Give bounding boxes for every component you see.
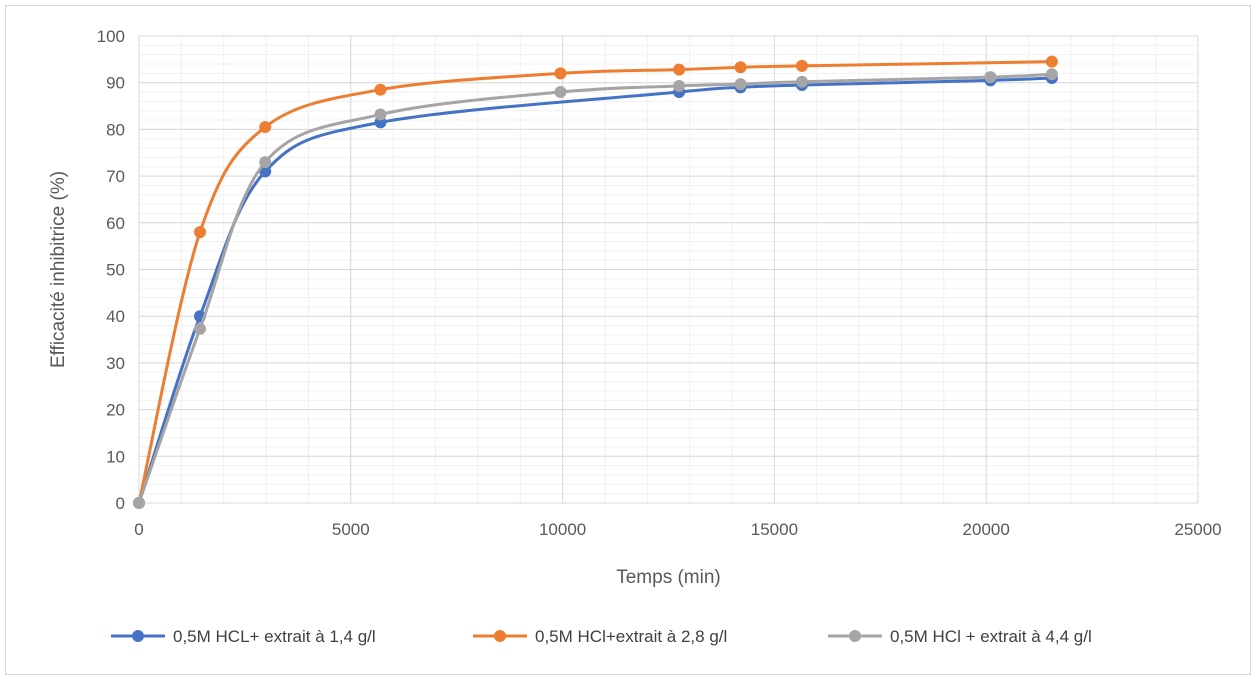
data-point xyxy=(193,226,206,239)
data-point xyxy=(673,79,686,92)
series-3 xyxy=(133,68,1058,509)
data-point xyxy=(259,165,272,178)
x-tick-labels: 0 5000 10000 15000 20000 25000 xyxy=(134,520,1221,539)
x-axis-title: Temps (min) xyxy=(616,567,721,588)
data-point xyxy=(193,322,206,335)
data-point xyxy=(734,78,747,91)
data-point xyxy=(984,71,997,84)
y-tick-label: 60 xyxy=(106,214,125,233)
y-tick-label: 80 xyxy=(106,120,125,139)
y-axis-title: Efficacité inhibitrice (%) xyxy=(48,171,69,368)
x-tick-label: 25000 xyxy=(1174,520,1221,539)
series-line xyxy=(137,76,1052,504)
x-tick-label: 15000 xyxy=(751,520,798,539)
legend-swatch-marker xyxy=(494,630,506,642)
x-tick-label: 10000 xyxy=(539,520,586,539)
data-point xyxy=(133,497,145,509)
data-point xyxy=(795,59,808,72)
y-tick-label: 40 xyxy=(106,307,125,326)
series-1 xyxy=(133,72,1058,509)
y-tick-label: 10 xyxy=(106,447,125,466)
data-point xyxy=(554,67,567,80)
data-point xyxy=(259,121,272,134)
data-point xyxy=(1045,68,1058,81)
line-chart: 0 10 20 30 40 50 60 70 80 90 100 0 5000 10000 15000 20… xyxy=(48,27,1222,646)
legend-item: 0,5M HCL+ extrait à 1,4 g/l xyxy=(111,627,376,646)
legend-label: 0,5M HCL+ extrait à 1,4 g/l xyxy=(173,627,376,646)
y-tick-label: 20 xyxy=(106,401,125,420)
y-tick-label: 100 xyxy=(97,27,125,46)
y-tick-label: 90 xyxy=(106,74,125,93)
y-tick-label: 70 xyxy=(106,167,125,186)
data-point xyxy=(795,75,808,88)
x-tick-label: 5000 xyxy=(332,520,370,539)
legend-swatch-marker xyxy=(849,630,861,642)
legend: 0,5M HCL+ extrait à 1,4 g/l 0,5M HCl+extr… xyxy=(111,627,1092,646)
data-point xyxy=(374,83,387,96)
legend-label: 0,5M HCl+extrait à 2,8 g/l xyxy=(535,627,727,646)
legend-item: 0,5M HCl + extrait à 4,4 g/l xyxy=(828,627,1092,646)
data-point xyxy=(734,61,747,74)
data-point xyxy=(554,86,567,99)
legend-label: 0,5M HCl + extrait à 4,4 g/l xyxy=(890,627,1092,646)
data-point xyxy=(673,63,686,76)
series-2 xyxy=(133,55,1058,509)
data-point xyxy=(259,156,272,169)
y-tick-label: 30 xyxy=(106,354,125,373)
y-tick-label: 0 xyxy=(116,494,125,513)
legend-swatch-marker xyxy=(132,630,144,642)
major-grid xyxy=(138,35,1199,504)
y-tick-label: 50 xyxy=(106,261,125,280)
legend-item: 0,5M HCl+extrait à 2,8 g/l xyxy=(473,627,727,646)
x-tick-label: 20000 xyxy=(963,520,1010,539)
chart-frame: 0 10 20 30 40 50 60 70 80 90 100 0 5000 10000 15000 20… xyxy=(5,5,1251,675)
y-tick-labels: 0 10 20 30 40 50 60 70 80 90 100 xyxy=(97,27,125,513)
x-tick-label: 0 xyxy=(134,520,143,539)
series-layer xyxy=(133,55,1058,509)
data-point xyxy=(1045,55,1058,68)
data-point xyxy=(374,108,387,121)
series-line xyxy=(137,60,1052,504)
